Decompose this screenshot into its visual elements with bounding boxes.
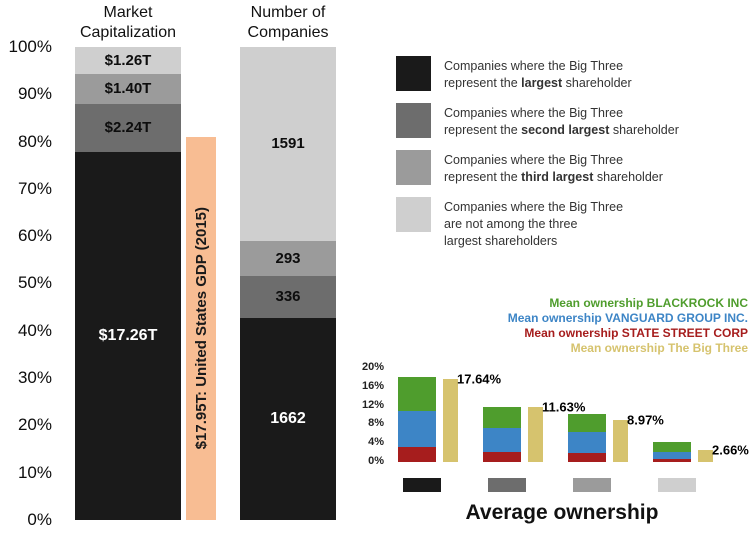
- legend-item-not-top3: Companies where the Big Three are not am…: [396, 197, 700, 250]
- segment-label: $2.24T: [104, 119, 152, 137]
- average-ownership-title: Average ownership: [465, 501, 659, 524]
- big-three-total-bar: [698, 449, 713, 462]
- companies-segment-not-top3: 1591: [240, 47, 336, 241]
- stacked-bar-third: [568, 368, 606, 462]
- big-three-total-label: 8.97%: [627, 412, 664, 428]
- y-tick-20: 20%: [17, 415, 52, 434]
- ownership-group-largest: 17.64%: [398, 368, 501, 462]
- gdp-reference-label: $17.95T: United States GDP (2015): [192, 207, 210, 450]
- vanguard-segment: [398, 411, 436, 447]
- ownership-group-second: 11.63%: [483, 368, 585, 462]
- y-tick-10: 10%: [17, 463, 52, 482]
- shareholder-rank-legend: Companies where the Big Three represent …: [396, 56, 700, 261]
- segment-label: 293: [275, 250, 301, 268]
- stacked-bar-second: [483, 368, 521, 462]
- state-street-segment: [653, 459, 691, 462]
- big-three-total-label: 17.64%: [457, 371, 502, 387]
- blackrock-segment: [568, 414, 606, 433]
- big-three-total-bar: [613, 419, 628, 462]
- y-tick-70: 70%: [17, 179, 52, 198]
- y-tick-50: 50%: [17, 273, 52, 292]
- state-street-segment: [483, 451, 521, 462]
- vanguard-segment: [568, 432, 606, 453]
- category-swatch-second: [488, 478, 526, 492]
- y-tick-40: 40%: [17, 321, 52, 340]
- legend-text: Companies where the Big Three are not am…: [444, 200, 624, 248]
- big-three-total-label: 11.63%: [542, 399, 586, 415]
- blackrock-segment: [398, 377, 436, 412]
- market-cap-column-title: Market Capitalization: [79, 4, 177, 41]
- state-street-segment: [568, 452, 606, 462]
- market-cap-segment-largest: $17.26T: [75, 151, 181, 520]
- category-swatch-not-top3: [658, 478, 696, 492]
- legend-text: Companies where the Big Three represent …: [444, 153, 663, 184]
- main-plot-area: $1.26T $1.40T $2.24T $17.26T $17.95T: Un…: [0, 47, 370, 520]
- segment-label: 1591: [271, 135, 305, 153]
- companies-segment-second: 336: [240, 276, 336, 318]
- companies-segment-largest: 1662: [240, 317, 336, 520]
- y-tick-30: 30%: [17, 368, 52, 387]
- segment-label: $1.40T: [104, 80, 152, 98]
- segment-label: 336: [275, 288, 301, 306]
- market-cap-bar: $1.26T $1.40T $2.24T $17.26T: [75, 47, 181, 520]
- mini-y-tick-16: 16%: [361, 380, 384, 392]
- legend-swatch-not-top3: [396, 197, 431, 232]
- ownership-group-not-top3: 2.66%: [653, 368, 749, 462]
- big-three-total-bar: [528, 407, 543, 462]
- segment-label: 1662: [270, 409, 306, 427]
- ownership-group-third: 8.97%: [568, 368, 664, 462]
- gdp-reference-bar: $17.95T: United States GDP (2015): [186, 136, 216, 520]
- legend-text: Companies where the Big Three represent …: [444, 59, 632, 90]
- companies-bar: 1591 293 336 1662: [240, 47, 336, 520]
- average-ownership-plot: 17.64% 11.63% 8.97%: [392, 368, 749, 462]
- blackrock-segment: [483, 406, 521, 429]
- blackrock-segment: [653, 442, 691, 452]
- mini-y-tick-4: 4%: [368, 436, 384, 448]
- market-cap-segment-not-top3: $1.26T: [75, 47, 181, 74]
- legend-state-street: Mean ownership STATE STREET CORP: [524, 326, 748, 340]
- legend-vanguard: Mean ownership VANGUARD GROUP INC.: [507, 311, 748, 325]
- stacked-bar-largest: [398, 368, 436, 462]
- market-cap-segment-second: $2.24T: [75, 103, 181, 152]
- mini-y-tick-20: 20%: [361, 361, 384, 373]
- y-tick-0: 0%: [27, 510, 52, 529]
- big-three-total-label: 2.66%: [712, 442, 749, 457]
- vanguard-segment: [483, 428, 521, 452]
- category-swatch-largest: [403, 478, 441, 492]
- legend-item-second: Companies where the Big Three represent …: [396, 103, 700, 139]
- y-tick-80: 80%: [17, 132, 52, 151]
- mini-y-tick-0: 0%: [368, 455, 384, 467]
- legend-swatch-second: [396, 103, 431, 138]
- y-tick-60: 60%: [17, 226, 52, 245]
- big-three-total-bar: [443, 379, 458, 462]
- y-tick-90: 90%: [17, 84, 52, 103]
- segment-label: $1.26T: [104, 51, 152, 69]
- vanguard-segment: [653, 451, 691, 460]
- legend-big-three: Mean ownership The Big Three: [570, 341, 748, 355]
- companies-column-title: Number of Companies: [247, 4, 329, 41]
- market-cap-segment-third: $1.40T: [75, 73, 181, 104]
- legend-blackrock: Mean ownership BLACKROCK INC: [549, 296, 748, 310]
- category-swatch-third: [573, 478, 611, 492]
- legend-item-third: Companies where the Big Three represent …: [396, 150, 700, 186]
- legend-item-largest: Companies where the Big Three represent …: [396, 56, 700, 92]
- legend-text: Companies where the Big Three represent …: [444, 106, 679, 137]
- legend-swatch-largest: [396, 56, 431, 91]
- mini-y-tick-12: 12%: [361, 399, 384, 411]
- stacked-bar-not-top3: [653, 368, 691, 462]
- ownership-series-legend: Mean ownership BLACKROCK INC Mean owners…: [508, 296, 748, 356]
- segment-label: $17.26T: [98, 326, 158, 344]
- state-street-segment: [398, 446, 436, 462]
- y-tick-100: 100%: [8, 37, 52, 56]
- companies-segment-third: 293: [240, 240, 336, 277]
- mini-y-tick-8: 8%: [368, 417, 384, 429]
- legend-swatch-third: [396, 150, 431, 185]
